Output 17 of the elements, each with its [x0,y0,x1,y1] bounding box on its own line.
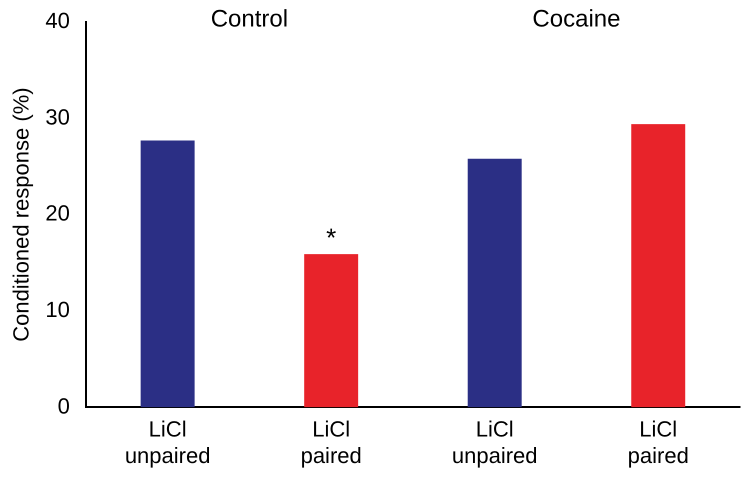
bar [631,124,686,408]
annotation: Cocaine [532,6,620,33]
annotation: * [326,222,336,252]
x-tick-label: LiCl paired [628,416,689,468]
x-tick-label: LiCl unpaired [124,416,210,468]
x-tick-label: LiCl paired [300,416,362,468]
y-tick-label: 0 [58,393,70,418]
y-tick-label: 30 [45,104,70,130]
bar [304,254,358,408]
y-axis-title: Conditioned response (%) [8,87,34,342]
bar [468,158,522,408]
bar [140,140,195,408]
x-tick-label: LiCl unpaired [452,416,538,468]
annotation: Control [210,6,288,33]
y-tick-label: 20 [45,200,70,226]
y-tick-label: 10 [45,296,70,322]
y-tick-label: 40 [45,8,70,34]
